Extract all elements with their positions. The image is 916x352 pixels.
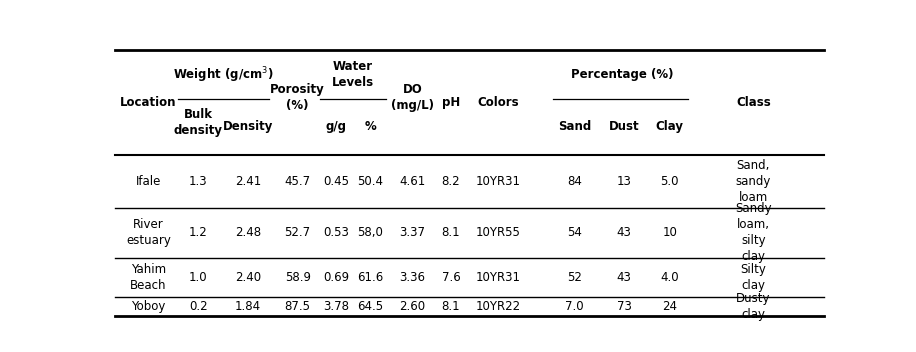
Text: Sand: Sand bbox=[558, 120, 591, 133]
Text: Sandy
loam,
silty
clay: Sandy loam, silty clay bbox=[736, 202, 771, 263]
Text: 50.4: 50.4 bbox=[357, 175, 383, 188]
Text: 58.9: 58.9 bbox=[285, 271, 311, 284]
Text: 52.7: 52.7 bbox=[285, 226, 311, 239]
Text: Water
Levels: Water Levels bbox=[332, 60, 374, 89]
Text: 10YR31: 10YR31 bbox=[475, 175, 520, 188]
Text: 43: 43 bbox=[616, 226, 632, 239]
Text: Weight (g/cm$^3$): Weight (g/cm$^3$) bbox=[173, 65, 274, 84]
Text: 8.2: 8.2 bbox=[442, 175, 461, 188]
Text: 1.84: 1.84 bbox=[234, 300, 261, 313]
Text: 7.0: 7.0 bbox=[565, 300, 583, 313]
Text: 1.3: 1.3 bbox=[189, 175, 208, 188]
Text: Class: Class bbox=[736, 96, 770, 109]
Text: 2.40: 2.40 bbox=[234, 271, 261, 284]
Text: 2.41: 2.41 bbox=[234, 175, 261, 188]
Text: Ifale: Ifale bbox=[136, 175, 161, 188]
Text: 0.69: 0.69 bbox=[323, 271, 349, 284]
Text: 0.53: 0.53 bbox=[323, 226, 349, 239]
Text: 84: 84 bbox=[567, 175, 582, 188]
Text: 0.45: 0.45 bbox=[323, 175, 349, 188]
Text: 7.6: 7.6 bbox=[442, 271, 461, 284]
Text: Yahim
Beach: Yahim Beach bbox=[130, 263, 167, 292]
Text: 52: 52 bbox=[567, 271, 582, 284]
Text: 10YR31: 10YR31 bbox=[475, 271, 520, 284]
Text: Silty
clay: Silty clay bbox=[740, 263, 767, 292]
Text: 3.36: 3.36 bbox=[399, 271, 426, 284]
Text: 4.61: 4.61 bbox=[399, 175, 426, 188]
Text: 1.2: 1.2 bbox=[189, 226, 208, 239]
Text: 1.0: 1.0 bbox=[189, 271, 208, 284]
Text: Bulk
density: Bulk density bbox=[174, 108, 223, 137]
Text: Dust: Dust bbox=[609, 120, 639, 133]
Text: Percentage (%): Percentage (%) bbox=[571, 68, 673, 81]
Text: Sand,
sandy
loam: Sand, sandy loam bbox=[736, 159, 771, 204]
Text: 3.37: 3.37 bbox=[399, 226, 426, 239]
Text: 54: 54 bbox=[567, 226, 582, 239]
Text: 58,0: 58,0 bbox=[357, 226, 383, 239]
Text: Yoboy: Yoboy bbox=[131, 300, 166, 313]
Text: 5.0: 5.0 bbox=[660, 175, 679, 188]
Text: Density: Density bbox=[223, 120, 273, 133]
Text: 43: 43 bbox=[616, 271, 632, 284]
Text: 87.5: 87.5 bbox=[285, 300, 311, 313]
Text: 64.5: 64.5 bbox=[357, 300, 383, 313]
Text: River
estuary: River estuary bbox=[126, 218, 171, 247]
Text: 4.0: 4.0 bbox=[660, 271, 679, 284]
Text: 8.1: 8.1 bbox=[442, 300, 461, 313]
Text: Porosity
(%): Porosity (%) bbox=[270, 83, 325, 112]
Text: %: % bbox=[365, 120, 376, 133]
Text: 10YR55: 10YR55 bbox=[475, 226, 520, 239]
Text: pH: pH bbox=[442, 96, 460, 109]
Text: Clay: Clay bbox=[656, 120, 683, 133]
Text: g/g: g/g bbox=[325, 120, 346, 133]
Text: DO
(mg/L): DO (mg/L) bbox=[391, 83, 434, 112]
Text: 8.1: 8.1 bbox=[442, 226, 461, 239]
Text: 73: 73 bbox=[616, 300, 632, 313]
Text: Location: Location bbox=[120, 96, 177, 109]
Text: Colors: Colors bbox=[477, 96, 518, 109]
Text: 45.7: 45.7 bbox=[285, 175, 311, 188]
Text: 13: 13 bbox=[616, 175, 632, 188]
Text: 0.2: 0.2 bbox=[189, 300, 208, 313]
Text: 61.6: 61.6 bbox=[357, 271, 383, 284]
Text: 24: 24 bbox=[662, 300, 677, 313]
Text: 2.60: 2.60 bbox=[399, 300, 426, 313]
Text: 10YR22: 10YR22 bbox=[475, 300, 520, 313]
Text: Dusty
clay: Dusty clay bbox=[736, 292, 770, 321]
Text: 2.48: 2.48 bbox=[234, 226, 261, 239]
Text: 3.78: 3.78 bbox=[323, 300, 349, 313]
Text: 10: 10 bbox=[662, 226, 677, 239]
